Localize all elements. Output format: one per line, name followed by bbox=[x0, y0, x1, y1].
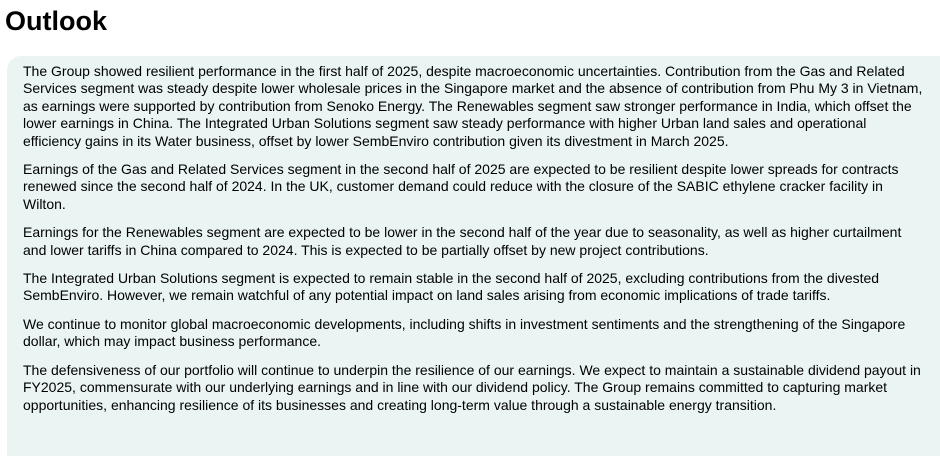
paragraph-dividend-outlook: The defensiveness of our portfolio will … bbox=[23, 361, 921, 413]
paragraph-renewables-segment: Earnings for the Renewables segment are … bbox=[23, 224, 902, 258]
outlook-text-panel: The Group showed resilient performance i… bbox=[7, 56, 940, 456]
paragraph-gas-segment: Earnings of the Gas and Related Services… bbox=[23, 161, 899, 212]
paragraph-group-performance: The Group showed resilient performance i… bbox=[23, 63, 923, 149]
paragraph-urban-solutions-segment: The Integrated Urban Solutions segment i… bbox=[23, 270, 880, 304]
paragraph-macroeconomic-monitoring: We continue to monitor global macroecono… bbox=[23, 315, 906, 350]
page-title: Outlook bbox=[5, 6, 107, 36]
